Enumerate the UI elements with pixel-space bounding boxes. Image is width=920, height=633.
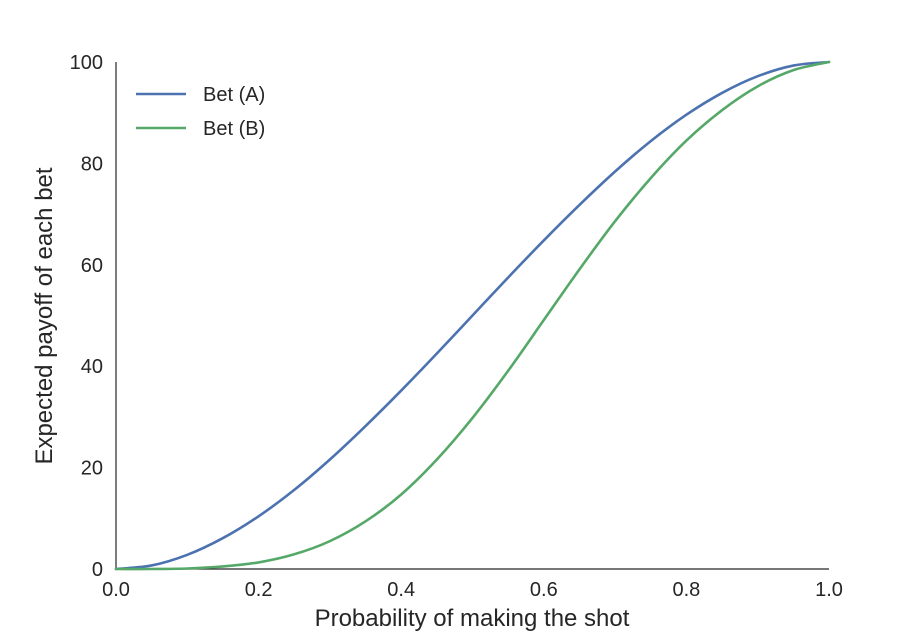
y-tick-label: 0 [92,559,103,581]
y-tick-label: 40 [81,356,103,378]
series-line-bet-b [114,60,831,571]
x-tick-label: 1.0 [815,579,843,601]
y-tick-label: 60 [81,255,103,277]
x-tick-label: 0.6 [530,579,558,601]
legend-label-bet-a: Bet (A) [203,84,265,106]
x-axis-ticks: 0.0 0.2 0.4 0.6 0.8 1.0 [102,579,843,601]
y-tick-label: 100 [70,52,103,74]
y-tick-label: 80 [81,153,103,175]
series-layer [114,60,831,571]
x-tick-label: 0.2 [245,579,273,601]
x-tick-label: 0.0 [102,579,130,601]
legend: Bet (A) Bet (B) [136,84,265,140]
y-axis-ticks: 0 20 40 60 80 100 [70,52,103,581]
y-tick-label: 20 [81,458,103,480]
x-tick-label: 0.8 [672,579,700,601]
y-axis-label: Expected payoff of each bet [31,167,58,464]
x-axis-label: Probability of making the shot [315,605,630,632]
x-tick-label: 0.4 [387,579,415,601]
series-line-bet-a [114,60,831,571]
plot-area [115,62,829,570]
legend-label-bet-b: Bet (B) [203,118,265,140]
